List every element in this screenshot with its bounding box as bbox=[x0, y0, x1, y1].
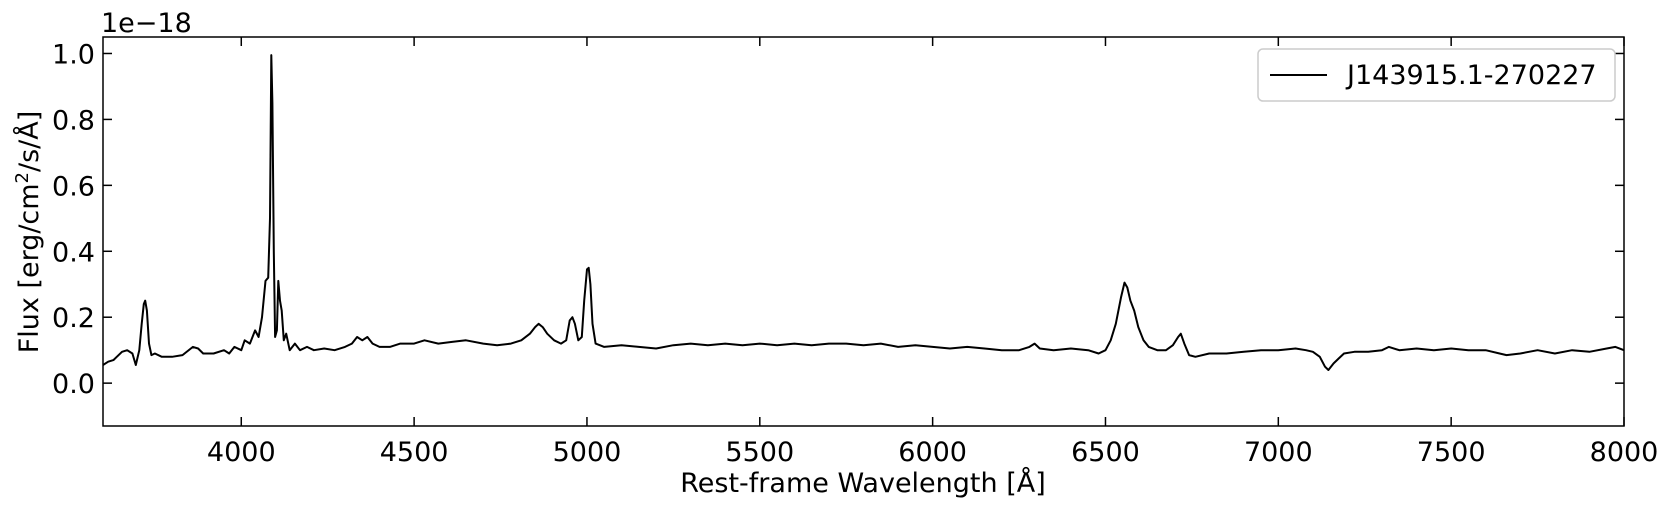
x-tick-label-5000: 5000 bbox=[553, 437, 622, 468]
y-tick-label-0.8: 0.8 bbox=[52, 105, 95, 136]
y-tick-label-0.6: 0.6 bbox=[52, 171, 95, 202]
y-offset-text: 1e−18 bbox=[101, 8, 192, 39]
legend-entry-label: J143915.1-270227 bbox=[1345, 60, 1597, 91]
x-tick-label-6500: 6500 bbox=[1071, 437, 1140, 468]
tick-marks bbox=[103, 37, 1625, 426]
series-line-spectrum bbox=[102, 54, 1625, 371]
x-tick-label-8000: 8000 bbox=[1590, 437, 1659, 468]
x-tick-label-7000: 7000 bbox=[1244, 437, 1313, 468]
y-tick-label-0.4: 0.4 bbox=[52, 237, 95, 268]
x-tick-label-5500: 5500 bbox=[725, 437, 794, 468]
plot-frame bbox=[102, 36, 1625, 427]
x-axis-label: Rest-frame Wavelength [Å] bbox=[680, 467, 1046, 499]
y-axis-label-sup: 2 bbox=[12, 172, 33, 183]
y-axis-label-prefix: Flux [erg/cm bbox=[14, 183, 45, 353]
x-tick-label-7500: 7500 bbox=[1417, 437, 1486, 468]
x-tick-label-4500: 4500 bbox=[380, 437, 449, 468]
y-tick-label-0: 0.0 bbox=[52, 369, 95, 400]
y-tick-label-0.2: 0.2 bbox=[52, 303, 95, 334]
y-axis-label-suffix: /s/Å] bbox=[13, 111, 45, 172]
plot-background bbox=[103, 37, 1624, 426]
y-axis-label: Flux [erg/cm2/s/Å] bbox=[12, 111, 45, 354]
x-tick-label-6000: 6000 bbox=[898, 437, 967, 468]
legend-box bbox=[1257, 48, 1616, 102]
legend: J143915.1-270227 bbox=[1257, 48, 1616, 102]
x-tick-label-4000: 4000 bbox=[207, 437, 276, 468]
y-tick-label-1: 1.0 bbox=[52, 39, 95, 70]
x-tick-labels: 4000 4500 5000 5500 6000 6500 7000 7500 8000 bbox=[207, 437, 1658, 468]
y-tick-labels: 0.0 0.2 0.4 0.6 0.8 1.0 bbox=[52, 39, 95, 400]
